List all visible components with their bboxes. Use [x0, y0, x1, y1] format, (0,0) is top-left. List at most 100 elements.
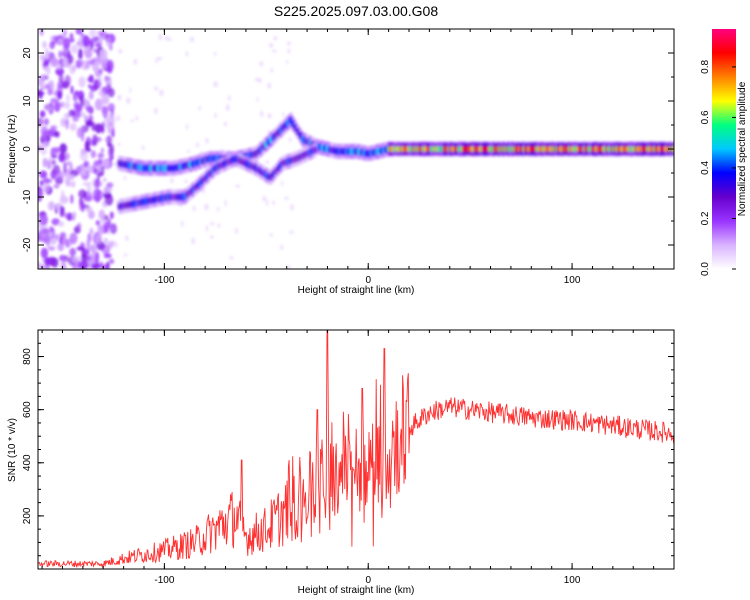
spectral-blob	[123, 175, 127, 181]
spectral-blob	[46, 241, 50, 247]
spectral-blob	[88, 59, 95, 66]
spectral-blob	[227, 95, 231, 101]
spectral-blob	[80, 111, 86, 118]
y-tick-label: 20	[22, 47, 33, 59]
spectral-blob	[44, 83, 51, 90]
spectral-blob	[104, 75, 108, 82]
spectral-blob	[91, 37, 97, 44]
spectral-blob	[89, 244, 98, 252]
y-tick-label: -10	[22, 189, 33, 204]
spectral-blob	[272, 200, 276, 206]
spectral-blob	[59, 205, 63, 218]
spectral-blob	[84, 140, 90, 151]
spectral-blob	[224, 199, 227, 207]
spectral-blob	[270, 68, 274, 73]
spectral-blob	[69, 174, 75, 180]
y-tick-label: 400	[22, 454, 33, 471]
spectral-blob	[93, 79, 101, 90]
spectral-blob	[235, 184, 241, 188]
spectral-blob	[103, 221, 109, 234]
spectral-blob	[71, 211, 77, 219]
spectral-blob	[109, 143, 115, 156]
spectral-blob	[141, 145, 145, 151]
spectral-blob	[65, 238, 71, 248]
spectral-blob	[79, 95, 85, 108]
spectral-blob	[76, 246, 84, 251]
spectral-blob	[94, 178, 101, 189]
snr-plot-area	[37, 329, 675, 569]
spectral-blob	[157, 56, 163, 61]
spectral-blob	[43, 118, 49, 126]
spectral-blob	[76, 110, 82, 118]
spectral-blob	[69, 232, 78, 244]
spectral-blob	[55, 67, 65, 76]
y-tick-label: -20	[22, 237, 33, 252]
spectral-blob	[262, 195, 267, 202]
spectral-blob	[129, 87, 132, 93]
spectral-blob	[82, 181, 92, 186]
spectral-blob	[76, 222, 82, 229]
y-tick-label: 600	[22, 401, 33, 418]
figure-title: S225.2025.097.03.00.G08	[274, 3, 438, 19]
spectral-blob	[130, 119, 134, 123]
spectral-blob	[85, 119, 93, 127]
spectral-blob	[39, 214, 48, 226]
spectral-blob	[58, 50, 63, 58]
spectral-blob	[209, 235, 214, 239]
spectral-blob	[117, 94, 122, 101]
spectral-blob	[213, 81, 219, 88]
spectral-blob	[72, 263, 77, 269]
spectral-blob	[38, 232, 42, 242]
spectral-blob	[39, 180, 44, 186]
spectral-blob	[260, 110, 264, 118]
spectral-blob	[38, 145, 44, 151]
spectral-blob	[100, 264, 109, 269]
spectral-blob	[101, 166, 106, 171]
spectral-blob	[58, 221, 65, 228]
spectral-blob	[72, 255, 81, 263]
spectral-blob	[229, 256, 234, 260]
spectral-blob	[47, 201, 55, 211]
spectral-blob	[90, 150, 97, 159]
spectral-blob	[47, 88, 53, 96]
spectral-blob	[72, 116, 79, 122]
spectral-blob	[89, 227, 94, 234]
spectral-blob	[65, 94, 71, 102]
spectral-blob	[271, 49, 277, 53]
spectral-blob	[205, 137, 209, 144]
spectral-blob	[192, 205, 196, 212]
spectral-blob	[290, 203, 294, 211]
spectral-blob	[187, 149, 191, 153]
spectral-blob	[259, 61, 264, 67]
spectral-blob	[105, 36, 111, 47]
spectral-blob	[60, 190, 65, 200]
colorbar-tick-label: 0.8	[700, 60, 711, 74]
x-tick-label: -100	[154, 275, 174, 286]
spectral-blob	[286, 265, 291, 269]
spectral-blob	[92, 188, 102, 200]
spectral-blob	[42, 41, 47, 49]
spectral-blob	[51, 147, 61, 154]
spectral-blob	[62, 37, 71, 50]
spectral-blob	[100, 147, 104, 153]
spectral-blob	[50, 125, 58, 131]
spectral-blob	[189, 36, 195, 43]
spectral-blob	[225, 104, 230, 112]
spectral-blob	[88, 210, 95, 220]
spectral-blob	[58, 74, 64, 83]
spectral-blob	[159, 89, 164, 97]
spectral-blob	[49, 231, 53, 238]
spectral-blob	[223, 121, 227, 127]
spectral-blob	[101, 106, 109, 115]
spectral-blob	[78, 76, 86, 88]
spectral-blob	[56, 90, 63, 100]
spectral-blob	[196, 142, 200, 148]
spectral-blob	[94, 123, 103, 134]
spectral-blob	[61, 256, 65, 268]
colorbar-tick-label: 0.4	[700, 161, 711, 175]
spectral-blob	[97, 224, 104, 236]
spectral-blob	[53, 183, 60, 189]
